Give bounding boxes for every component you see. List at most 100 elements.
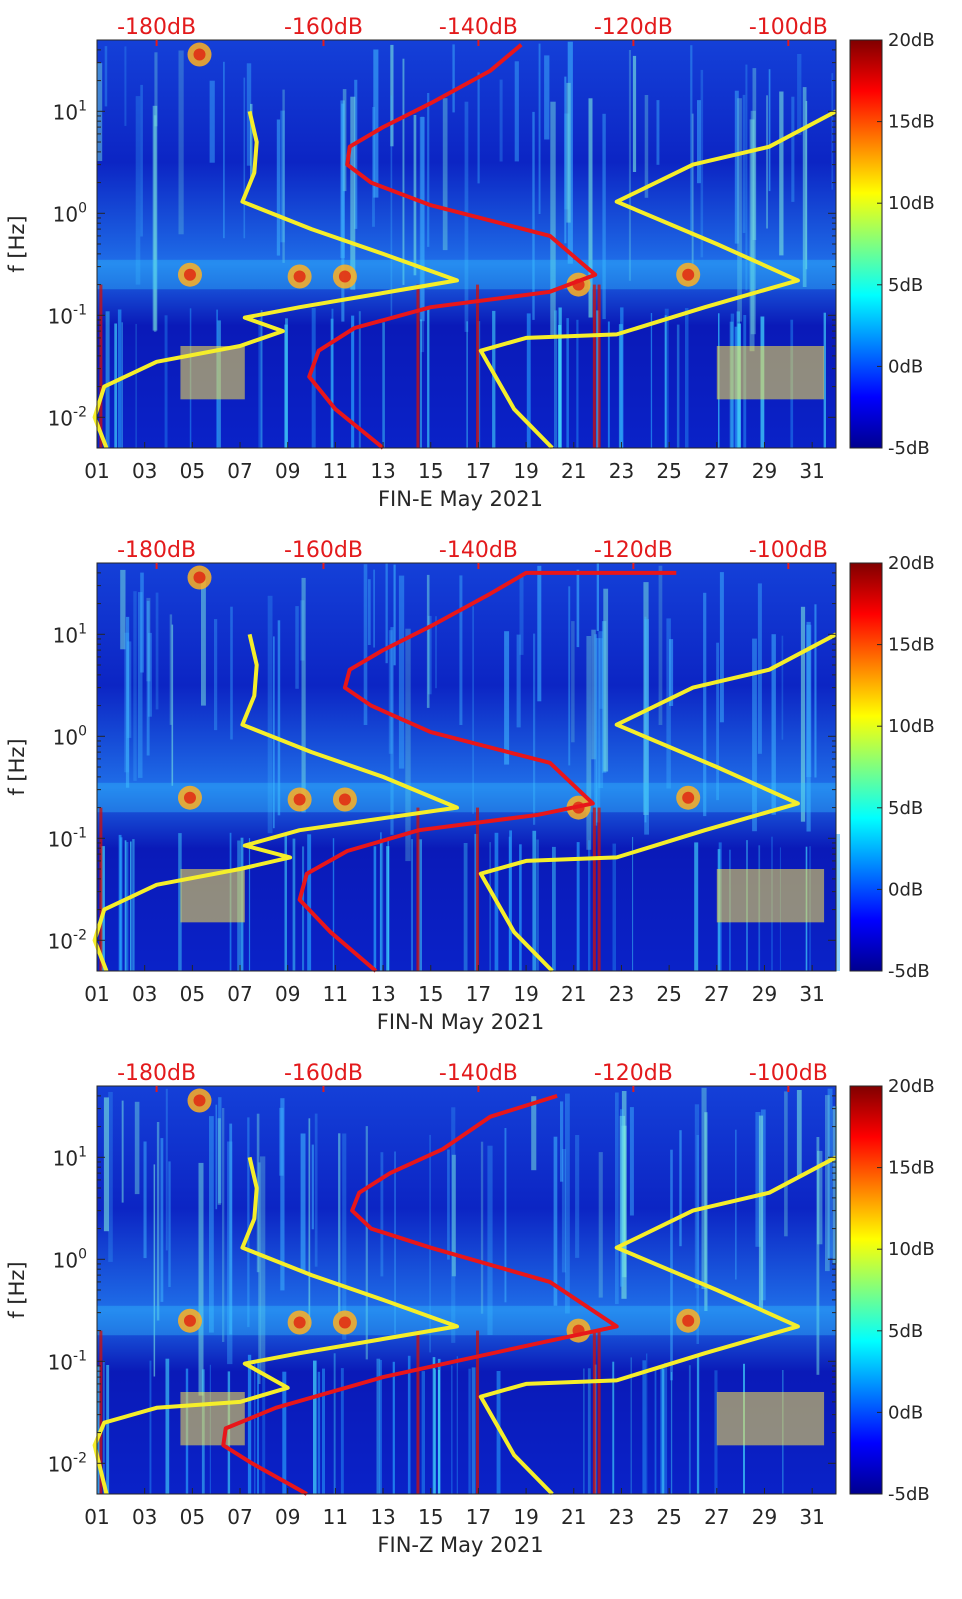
spectrogram-texture [97, 563, 840, 971]
colorbar [849, 1085, 883, 1495]
x-tick-label: 05 [180, 982, 205, 1006]
top-axis-label: -120dB [594, 538, 673, 563]
x-tick-label: 27 [704, 459, 729, 483]
red-curve-1 [221, 1093, 619, 1496]
y-tick-label: 100 [53, 200, 87, 226]
x-tick-label: 11 [323, 982, 348, 1006]
x-tick-label: 31 [799, 982, 824, 1006]
x-tick-label: 27 [704, 982, 729, 1006]
x-tick-label: 21 [561, 1505, 586, 1529]
x-tick-label: 15 [418, 1505, 443, 1529]
top-axis-label: -140dB [439, 538, 518, 563]
top-axis-label: -160dB [284, 1061, 363, 1086]
colorbar-tick-label: -5dB [888, 961, 930, 982]
x-tick-label: 23 [609, 1505, 634, 1529]
panel-3: 01 03 05 07 09 11 13 15 17 19 21 23 25 27 29 31 10-2 10-1… [5, 1061, 935, 1557]
red-curve-1 [307, 43, 598, 450]
y-tick-label: 101 [53, 98, 87, 124]
yellow-curve-2 [92, 110, 459, 449]
colorbar [849, 562, 883, 972]
y-tick-label: 100 [53, 1246, 87, 1272]
colorbar-tick-label: 15dB [888, 112, 935, 133]
x-tick-label: 17 [466, 1505, 491, 1529]
top-axis-label: -140dB [439, 15, 518, 40]
x-tick-label: 29 [752, 1505, 777, 1529]
x-tick-label: 11 [323, 1505, 348, 1529]
y-axis-label: f [Hz] [5, 1261, 29, 1318]
y-tick-label: 10-1 [48, 825, 87, 851]
colorbar-tick-label: 10dB [888, 193, 935, 214]
x-tick-label: 23 [609, 982, 634, 1006]
x-tick-label: 21 [561, 459, 586, 483]
x-tick-label: 03 [132, 1505, 157, 1529]
x-tick-label: 09 [275, 1505, 300, 1529]
y-tick-label: 100 [53, 723, 87, 749]
x-tick-label: 25 [656, 459, 681, 483]
colorbar-tick-label: -5dB [888, 438, 930, 459]
colorbar-tick-label: 5dB [888, 798, 923, 819]
x-tick-label: 03 [132, 459, 157, 483]
x-tick-label: 13 [370, 982, 395, 1006]
red-curve-1 [297, 570, 677, 973]
x-tick-label: 31 [799, 459, 824, 483]
x-tick-label: 07 [227, 459, 252, 483]
spectrogram-texture [97, 1087, 838, 1494]
top-axis-label: -180dB [117, 538, 196, 563]
y-tick-label: 10-2 [48, 404, 87, 430]
x-tick-label: 15 [418, 982, 443, 1006]
x-tick-label: 25 [656, 1505, 681, 1529]
y-tick-label: 10-1 [48, 302, 87, 328]
x-tick-label: 07 [227, 1505, 252, 1529]
colorbar-tick-label: 20dB [888, 553, 935, 574]
top-axis-label: -160dB [284, 15, 363, 40]
x-tick-label: 01 [84, 1505, 109, 1529]
x-tick-label: 11 [323, 459, 348, 483]
x-tick-label: 31 [799, 1505, 824, 1529]
x-tick-label: 15 [418, 459, 443, 483]
x-tick-label: 05 [180, 459, 205, 483]
x-tick-label: 09 [275, 982, 300, 1006]
yellow-curve-3 [478, 632, 837, 973]
x-tick-label: 29 [752, 459, 777, 483]
yellow-curve-2 [92, 1156, 459, 1495]
colorbar-tick-label: 0dB [888, 1402, 923, 1423]
x-tick-label: 05 [180, 1505, 205, 1529]
y-tick-label: 101 [53, 621, 87, 647]
y-tick-label: 10-2 [48, 927, 87, 953]
yellow-curve-2 [92, 633, 459, 972]
x-tick-label: 17 [466, 459, 491, 483]
y-tick-label: 101 [53, 1144, 87, 1170]
x-tick-label: 29 [752, 982, 777, 1006]
x-tick-label: 25 [656, 982, 681, 1006]
y-tick-label: 10-2 [48, 1450, 87, 1476]
x-axis-label: FIN-E May 2021 [378, 487, 543, 511]
x-tick-label: 01 [84, 459, 109, 483]
x-tick-label: 09 [275, 459, 300, 483]
y-axis-label: f [Hz] [5, 215, 29, 272]
colorbar-tick-label: 10dB [888, 716, 935, 737]
top-axis-label: -100dB [749, 15, 828, 40]
x-tick-label: 19 [513, 459, 538, 483]
colorbar-tick-label: 0dB [888, 356, 923, 377]
x-tick-label: 13 [370, 1505, 395, 1529]
x-tick-label: 23 [609, 459, 634, 483]
x-axis-label: FIN-Z May 2021 [377, 1533, 543, 1557]
colorbar-tick-label: 0dB [888, 879, 923, 900]
top-axis-label: -140dB [439, 1061, 518, 1086]
top-axis-label: -180dB [117, 15, 196, 40]
colorbar-tick-label: 15dB [888, 635, 935, 656]
x-tick-label: 27 [704, 1505, 729, 1529]
panel-1: 01 03 05 07 09 11 13 15 17 19 21 23 25 27 29 31 10-2 10-1… [5, 15, 935, 511]
top-axis-label: -120dB [594, 1061, 673, 1086]
top-axis-label: -100dB [749, 1061, 828, 1086]
panel-2: 01 03 05 07 09 11 13 15 17 19 21 23 25 27 29 31 10-2 10-1… [5, 538, 935, 1034]
y-axis-label: f [Hz] [5, 738, 29, 795]
x-tick-label: 03 [132, 982, 157, 1006]
colorbar-tick-label: 5dB [888, 275, 923, 296]
x-tick-label: 19 [513, 982, 538, 1006]
colorbar-tick-label: 20dB [888, 1076, 935, 1097]
yellow-curve-3 [478, 109, 837, 450]
top-axis-label: -100dB [749, 538, 828, 563]
top-axis-label: -120dB [594, 15, 673, 40]
